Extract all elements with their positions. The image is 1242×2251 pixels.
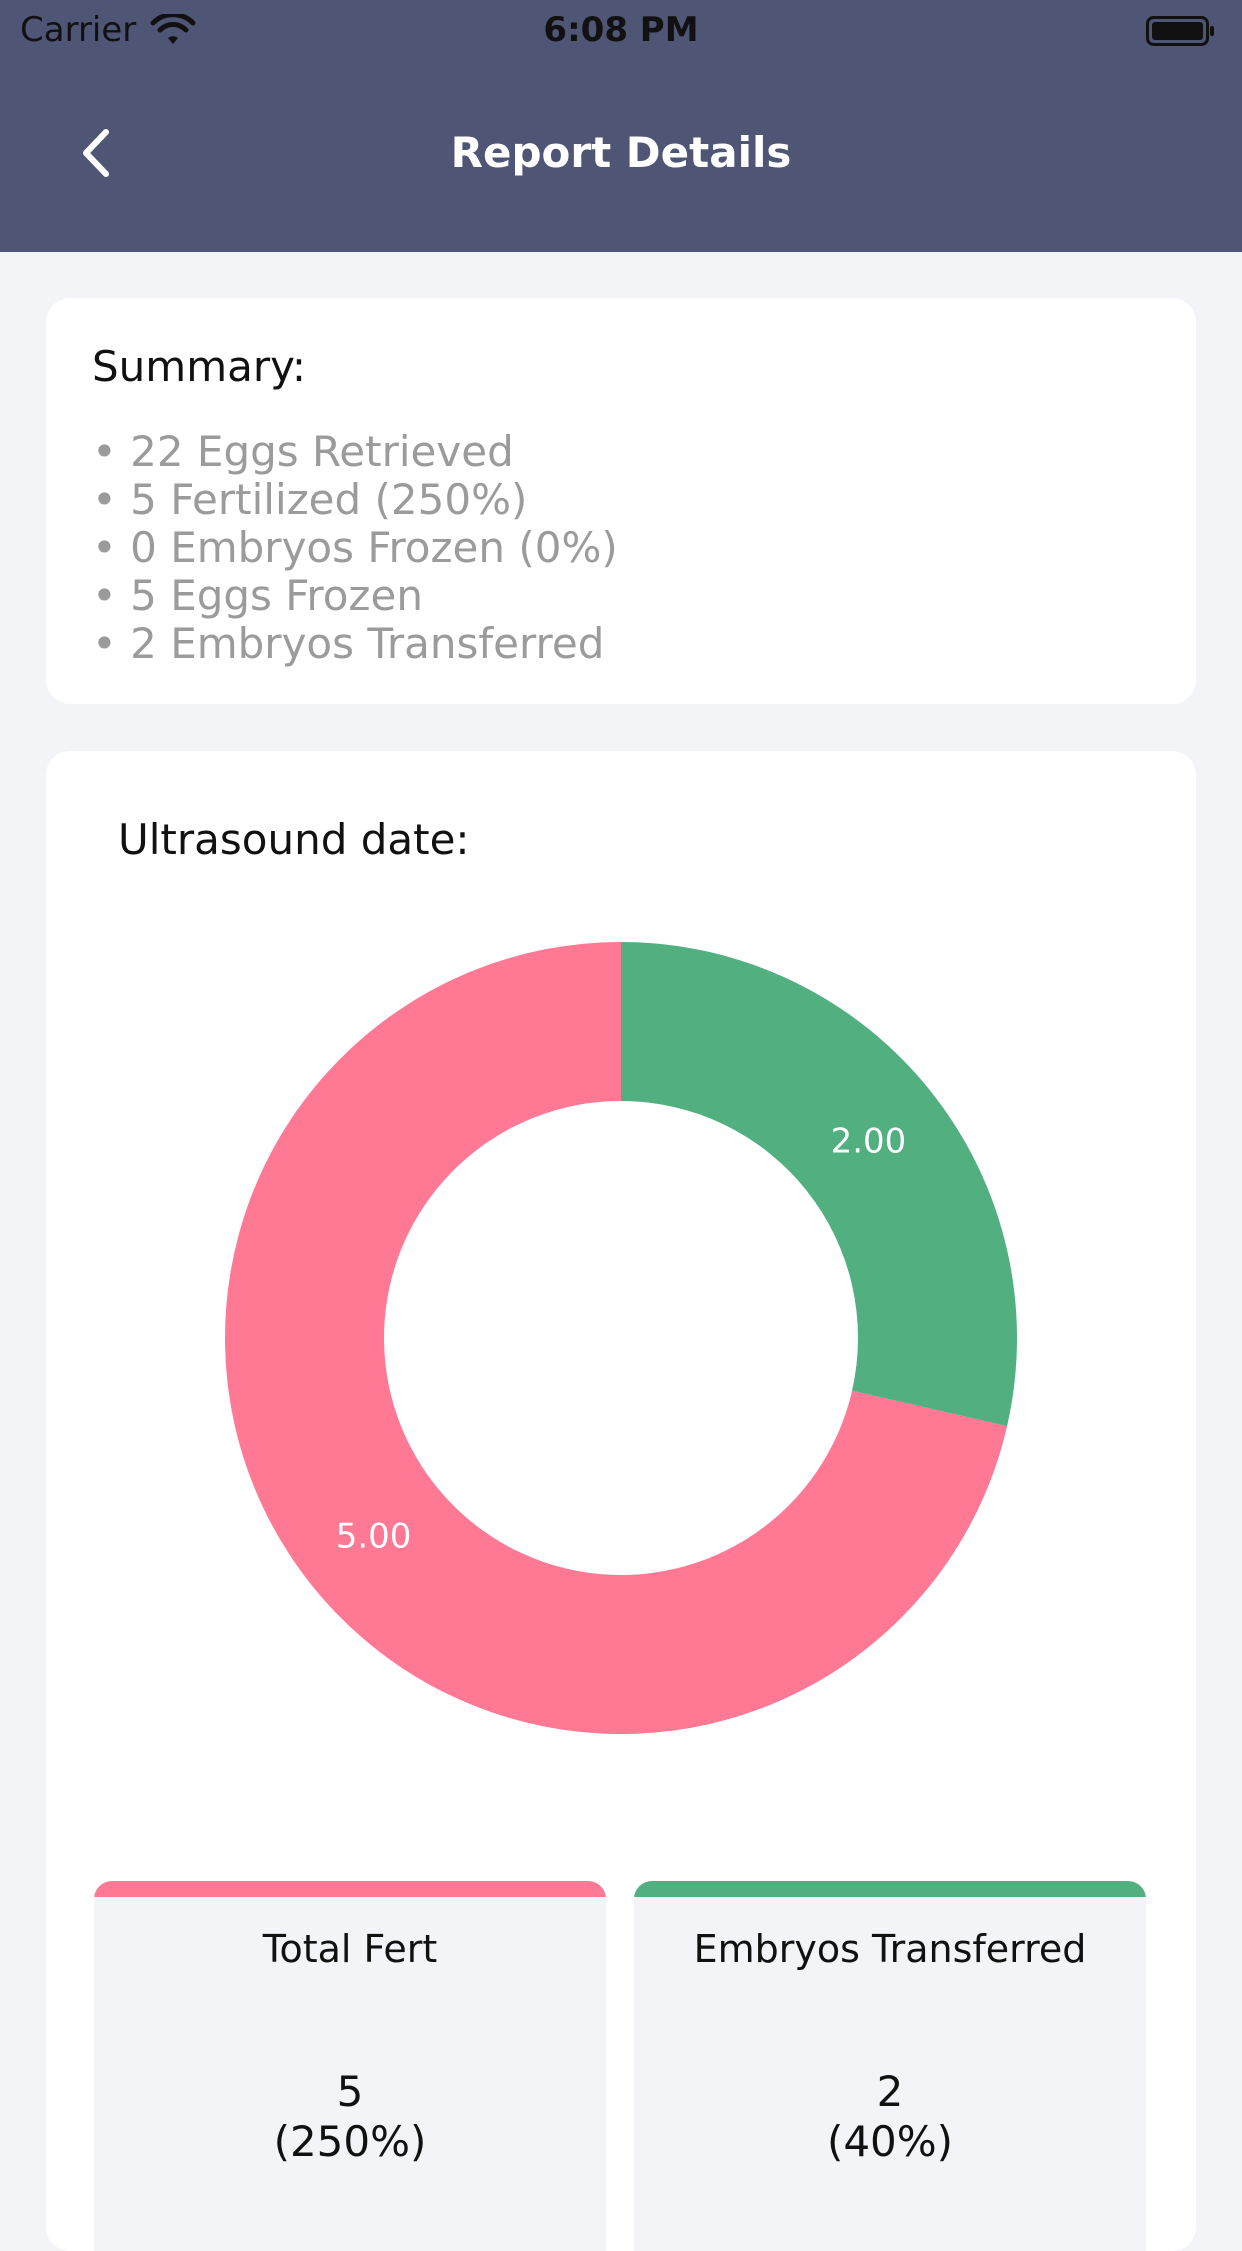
stat-label: Embryos Transferred xyxy=(693,1927,1087,1971)
donut-slice-embryos-transferred xyxy=(621,942,1017,1427)
summary-item: 5 Fertilized (250%) xyxy=(92,476,618,524)
battery-icon xyxy=(1146,16,1214,46)
summary-card: Summary: 22 Eggs Retrieved 5 Fertilized … xyxy=(46,298,1196,704)
stat-percent: (250%) xyxy=(273,2117,427,2166)
chevron-left-icon[interactable] xyxy=(70,122,122,184)
stat-label: Total Fert xyxy=(262,1927,438,1971)
donut-slice-label: 2.00 xyxy=(831,1122,907,1162)
summary-item: 5 Eggs Frozen xyxy=(92,572,618,620)
summary-item: 2 Embryos Transferred xyxy=(92,620,618,668)
stat-value: 5 xyxy=(336,2067,364,2116)
donut-chart: 2.00 5.00 xyxy=(225,942,1017,1734)
stat-value: 2 xyxy=(876,2067,904,2116)
summary-item: 0 Embryos Frozen (0%) xyxy=(92,524,618,572)
wifi-icon xyxy=(150,14,196,44)
summary-item: 22 Eggs Retrieved xyxy=(92,428,618,476)
stat-card-total-fert: Total Fert 5 (250%) xyxy=(94,1881,606,2251)
status-time: 6:08 PM xyxy=(543,10,699,50)
stat-percent: (40%) xyxy=(826,2117,954,2166)
stat-accent-bar xyxy=(634,1881,1146,1897)
stat-accent-bar xyxy=(94,1881,606,1897)
donut-slice-total-fert xyxy=(225,942,1008,1734)
summary-heading: Summary: xyxy=(92,342,307,391)
stat-card-embryos-transferred: Embryos Transferred 2 (40%) xyxy=(634,1881,1146,2251)
page-title: Report Details xyxy=(450,128,792,177)
summary-list: 22 Eggs Retrieved 5 Fertilized (250%) 0 … xyxy=(92,428,618,668)
carrier-label: Carrier xyxy=(20,10,137,50)
status-bar: Carrier 6:08 PM xyxy=(0,0,1242,62)
donut-slice-label: 5.00 xyxy=(336,1516,412,1556)
chart-heading: Ultrasound date: xyxy=(118,815,470,864)
navigation-header: Carrier 6:08 PM Report Details xyxy=(0,0,1242,252)
chart-card: Ultrasound date: 2.00 5.00 Total Fert 5 (… xyxy=(46,751,1196,2251)
